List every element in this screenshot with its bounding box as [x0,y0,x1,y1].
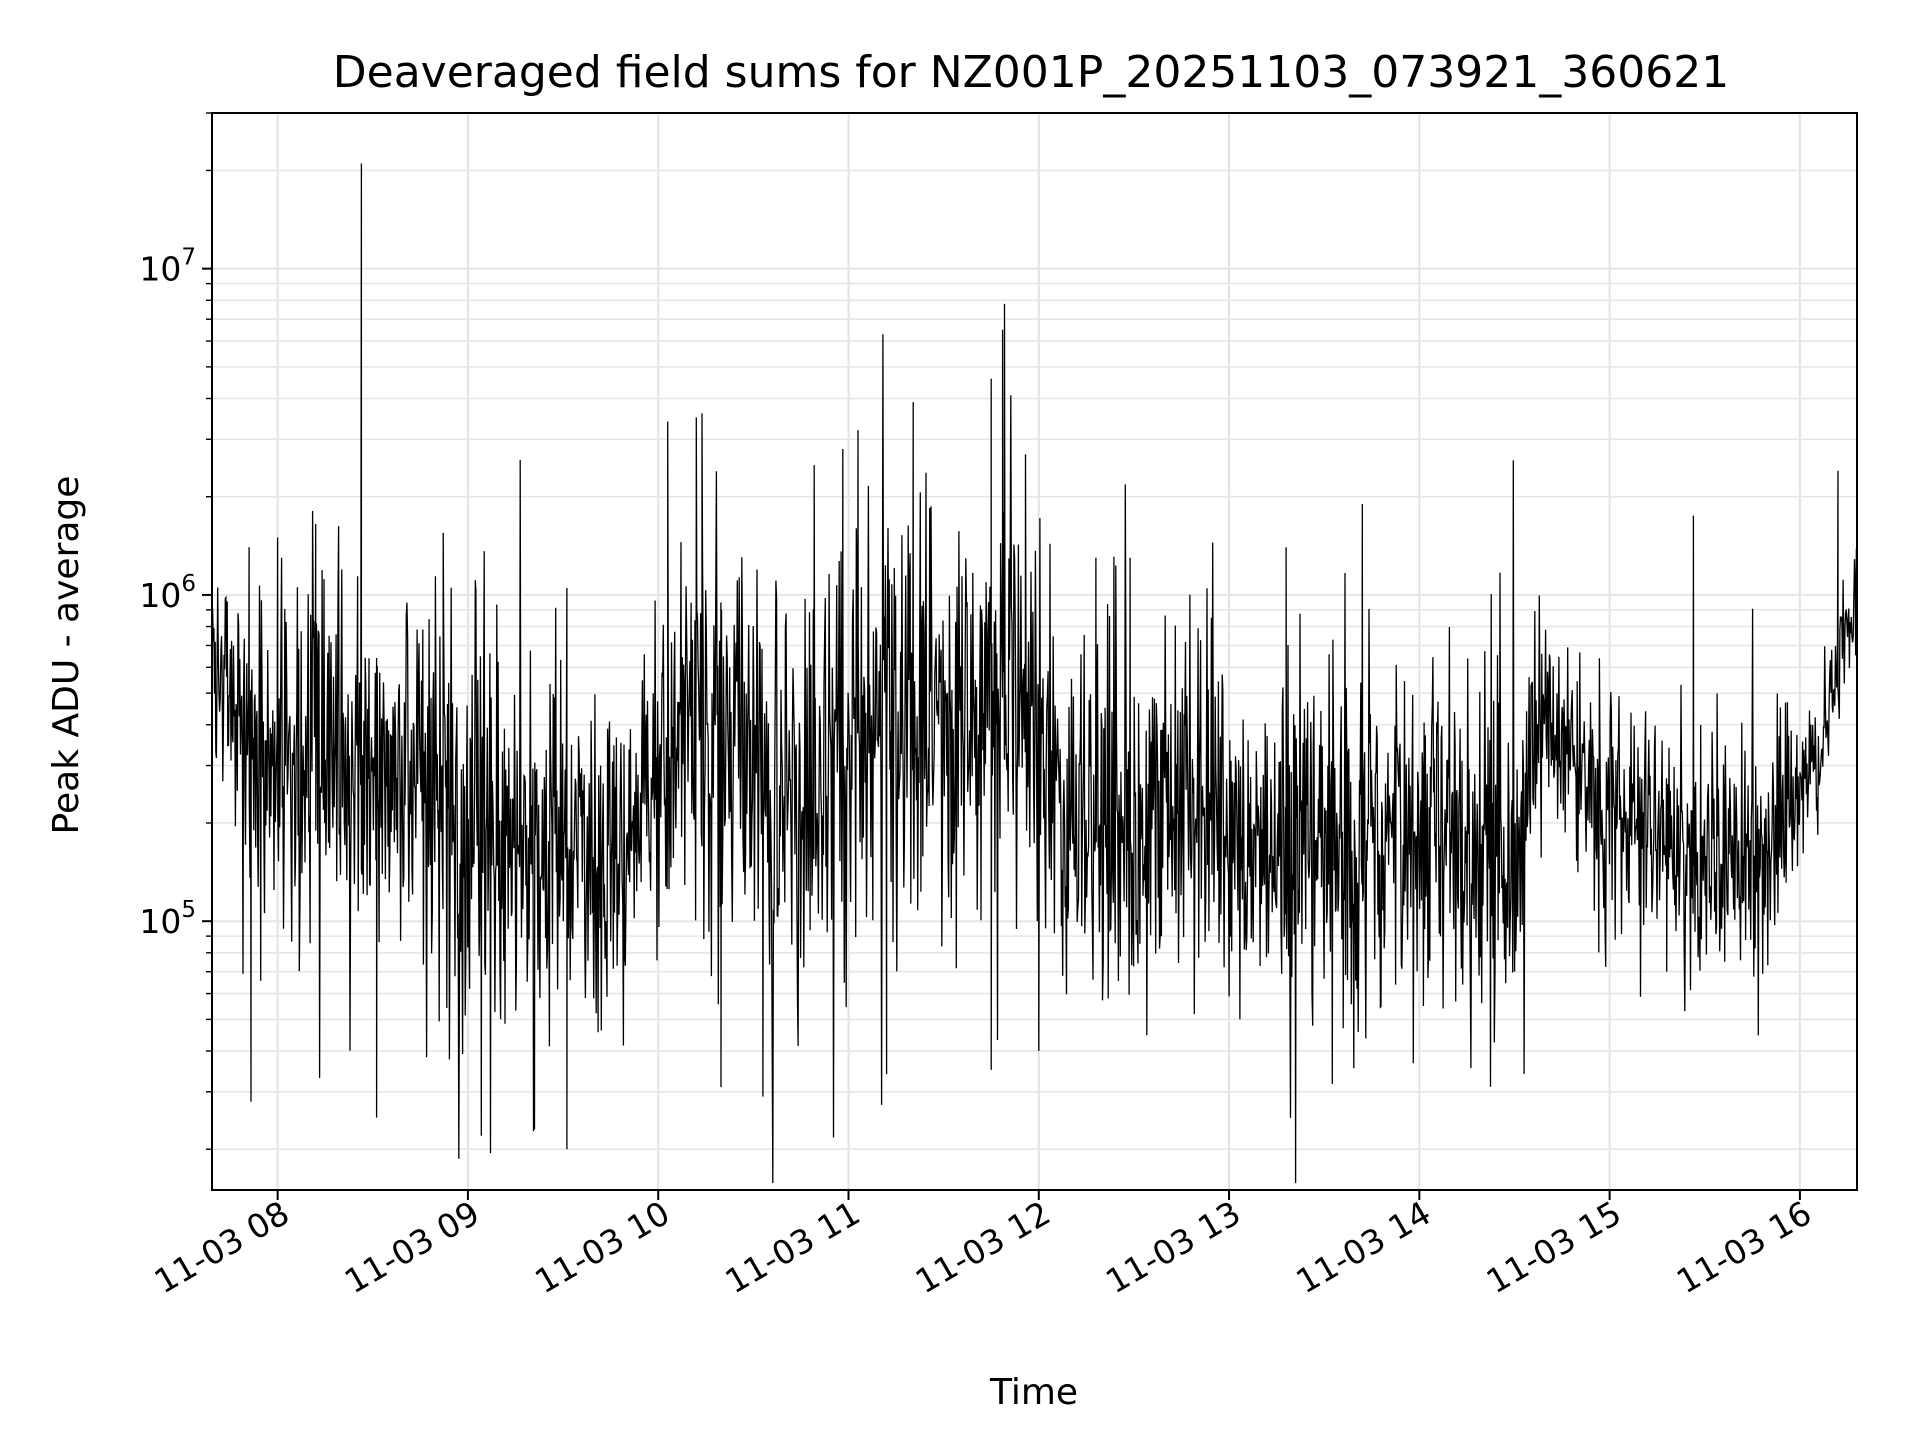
y-tick-label: 107 [139,245,196,289]
y-tick-label: 106 [139,571,196,615]
chart-title: Deaveraged field sums for NZ001P_2025110… [333,47,1729,98]
x-axis-label: Time [989,1372,1078,1413]
y-axis-ticks: 105 106 107 [139,112,212,1150]
plot-frame [211,112,1858,1191]
series-layer [211,163,1858,1184]
series-line [211,163,1858,1184]
y-tick-label: 105 [139,897,196,941]
y-axis-label: Peak ADU - average [46,476,87,835]
